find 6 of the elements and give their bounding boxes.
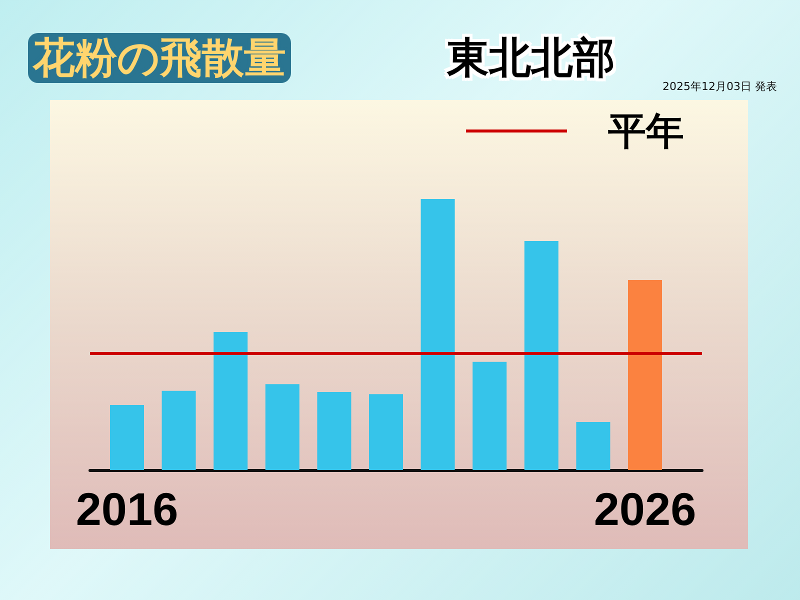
chart-subtitle: 東北北部 [447,33,615,83]
chart-title: 花粉の飛散量 [28,33,291,83]
legend-label: 平年 [608,109,684,153]
x-tick-label: 2026 [594,483,696,535]
text: 2025年12月03日 発表 [662,80,777,94]
x-tick-label: 2016 [76,483,178,535]
